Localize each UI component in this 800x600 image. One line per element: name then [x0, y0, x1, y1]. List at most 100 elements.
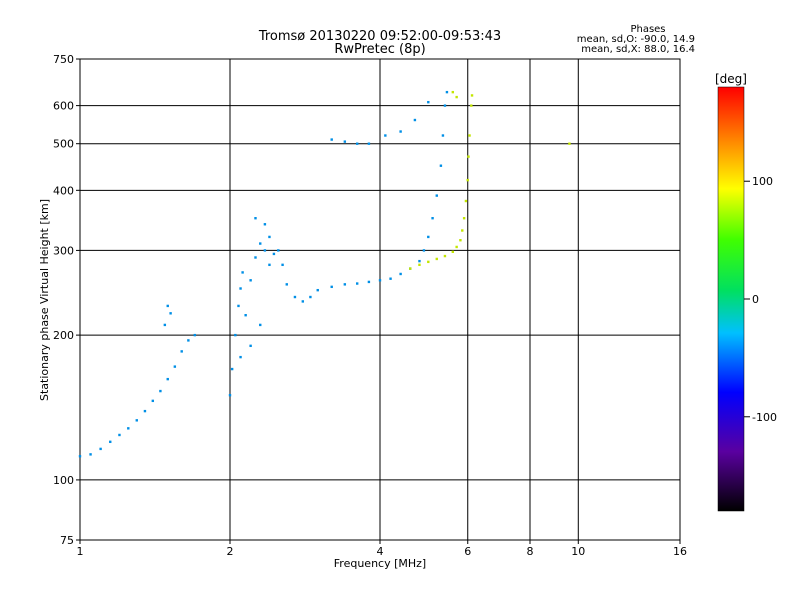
x-tick-label: 10: [571, 545, 585, 558]
data-point-o: [99, 447, 102, 451]
data-point-x: [468, 134, 471, 137]
data-point-x: [462, 217, 466, 220]
x-axis-label: Frequency [MHz]: [334, 557, 426, 570]
data-point-o: [89, 453, 92, 456]
data-point-o: [237, 304, 240, 308]
data-point-o: [439, 164, 443, 167]
data-point-o: [259, 242, 262, 245]
data-point-o: [254, 256, 257, 259]
y-axis-label: Stationary phase Virtual Height [km]: [38, 199, 51, 401]
data-point-o: [193, 333, 197, 337]
data-point-o: [249, 279, 252, 282]
colorbar: [717, 86, 745, 512]
data-point-o: [293, 295, 297, 299]
data-point-o: [228, 394, 232, 397]
data-point-x: [464, 199, 468, 203]
data-point-o: [127, 427, 130, 430]
data-point-x: [435, 257, 438, 261]
data-point-x: [470, 94, 474, 97]
axis-ticks: 1 2 4 6 8 10 16 75 100 200 300 400 500 600 750: [53, 53, 687, 558]
data-point-o: [169, 312, 172, 315]
data-point-x: [443, 254, 447, 258]
x-tick-label: 2: [227, 545, 234, 558]
data-point-x: [455, 245, 458, 249]
colorbar-label: [deg]: [715, 72, 747, 86]
data-point-x: [451, 90, 455, 94]
data-point-o: [427, 100, 430, 104]
data-point-o: [435, 194, 438, 197]
data-point-x: [568, 142, 571, 145]
data-point-o: [263, 249, 267, 252]
y-tick-label: 600: [53, 100, 74, 113]
data-point-o: [399, 130, 402, 133]
data-point-x: [418, 263, 421, 267]
x-tick-label: 8: [527, 545, 534, 558]
data-point-o: [272, 252, 276, 256]
data-point-x: [459, 239, 462, 242]
data-point-o: [367, 280, 371, 284]
colorbar-tick-label: -100: [752, 411, 777, 424]
colorbar-ticks: 100 0 -100: [744, 175, 777, 424]
data-point-o: [389, 277, 392, 280]
y-tick-label: 750: [53, 53, 74, 66]
data-point-o: [239, 287, 242, 290]
y-tick-label: 300: [53, 244, 74, 257]
data-point-o: [166, 304, 169, 308]
data-point-o: [244, 313, 247, 317]
data-point-o: [254, 217, 257, 220]
chart-subtitle: RwPretec (8p): [334, 42, 425, 57]
data-point-o: [259, 323, 262, 327]
data-point-o: [343, 283, 347, 286]
y-tick-label: 75: [60, 534, 74, 547]
data-point-o: [330, 138, 333, 141]
chart-title: Tromsø 20130220 09:52:00-09:53:43: [258, 29, 501, 44]
data-point-o: [281, 263, 284, 267]
data-point-o: [263, 223, 267, 226]
legend-line-o: mean, sd,O: -90.0, 14.9: [577, 34, 695, 45]
x-tick-label: 4: [377, 545, 384, 558]
y-tick-label: 200: [53, 329, 74, 342]
data-point-x: [455, 95, 458, 99]
data-point-o: [418, 259, 421, 263]
data-point-o: [355, 142, 359, 145]
data-point-o: [78, 455, 82, 458]
data-point-o: [443, 104, 447, 107]
data-point-o: [309, 295, 312, 299]
y-tick-label: 400: [53, 184, 74, 197]
data-point-o: [163, 323, 167, 327]
data-point-o: [413, 118, 417, 122]
data-point-o: [367, 142, 371, 145]
data-point-o: [249, 344, 252, 348]
data-points: [78, 90, 571, 458]
data-point-o: [180, 350, 183, 353]
data-point-x: [467, 155, 470, 158]
legend-line-x: mean, sd,X: 88.0, 16.4: [581, 44, 695, 55]
data-point-o: [239, 355, 242, 359]
x-tick-label: 1: [77, 545, 84, 558]
data-point-o: [234, 333, 237, 337]
data-point-o: [427, 235, 430, 239]
data-point-o: [378, 279, 382, 282]
data-point-x: [466, 178, 469, 182]
data-point-o: [343, 140, 347, 143]
data-point-o: [384, 134, 387, 137]
data-point-x: [427, 260, 430, 264]
data-point-o: [422, 249, 426, 252]
data-point-o: [241, 271, 244, 274]
data-point-x: [461, 229, 464, 232]
data-point-o: [285, 283, 288, 286]
y-tick-label: 100: [53, 474, 74, 487]
data-point-o: [268, 263, 271, 267]
data-point-o: [166, 377, 169, 381]
data-point-x: [470, 104, 473, 107]
colorbar-tick-label: 100: [752, 175, 773, 188]
data-point-o: [135, 419, 138, 422]
x-tick-label: 6: [464, 545, 471, 558]
data-point-o: [445, 90, 449, 94]
legend: Phases mean, sd,O: -90.0, 14.9 mean, sd,…: [577, 24, 695, 55]
data-point-o: [316, 288, 319, 292]
data-point-o: [441, 134, 445, 137]
data-point-o: [173, 365, 177, 368]
data-point-o: [399, 272, 402, 276]
